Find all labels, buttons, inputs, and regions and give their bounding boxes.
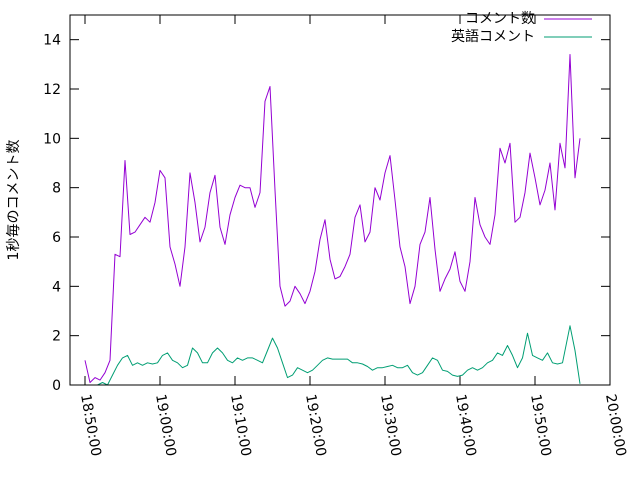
y-axis-title: 1秒毎のコメント数 [6,140,22,261]
y-tick-label: 0 [52,378,61,394]
y-tick-label: 8 [52,181,61,197]
y-tick-label: 12 [43,82,61,98]
y-tick-label: 6 [52,230,61,246]
y-axis-ticks: 0 2 4 6 8 10 12 14 [43,33,610,394]
series-line-english-comments [92,325,581,386]
y-tick-label: 4 [52,279,61,295]
y-tick-label: 14 [43,33,61,49]
y-tick-label: 10 [43,131,61,147]
legend: コメント数 英語コメント [451,11,592,45]
series-line-comments [84,54,581,383]
series-layer [84,54,581,386]
plot-border [69,14,611,386]
legend-label-english-comments: 英語コメント [451,28,535,45]
legend-label-comments: コメント数 [465,11,535,27]
y-tick-label: 2 [52,329,61,345]
